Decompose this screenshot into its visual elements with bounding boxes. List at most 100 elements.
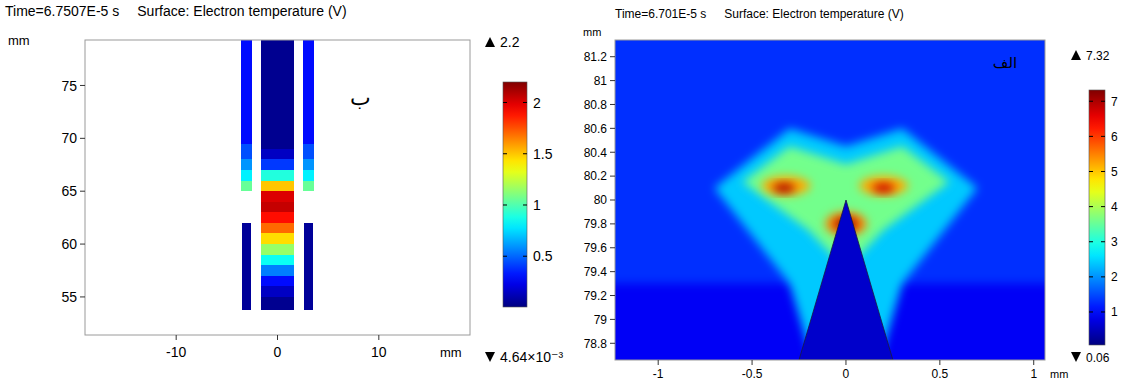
field-cell: [241, 144, 252, 160]
field-cell: [303, 144, 314, 160]
x-tick: [378, 335, 379, 340]
y-tick: [610, 271, 615, 272]
colorbar-tick: [1089, 171, 1093, 172]
colorbar-tick: [1101, 241, 1105, 242]
colorbar-tick: [1089, 276, 1093, 277]
max-marker: [485, 37, 495, 47]
y-tick-label: 80: [594, 193, 608, 207]
y-axis-unit: mm: [583, 26, 601, 38]
y-tick: [80, 138, 85, 139]
colorbar-tick-label: 1: [533, 197, 541, 213]
colorbar-tick-label: 5: [1111, 165, 1118, 179]
field-cell: [261, 181, 293, 192]
electrode: [799, 200, 893, 360]
x-tick-label: 1: [1030, 367, 1037, 381]
plot-frame: [615, 40, 1045, 360]
panel-letter: الف: [993, 54, 1017, 72]
x-axis-unit: mm: [1050, 368, 1068, 380]
y-tick-label: 81.2: [584, 50, 608, 64]
colorbar-tick: [1089, 206, 1093, 207]
min-label: 4.64×10⁻³: [500, 349, 563, 365]
field-cell: [261, 255, 293, 266]
plot-bg: [85, 40, 470, 335]
colorbar-tick-label: 2: [1111, 270, 1118, 284]
hot-spot: [859, 176, 908, 195]
field-cell: [261, 170, 293, 181]
title: Time=6.7507E-5 sSurface: Electron temper…: [5, 3, 347, 19]
x-tick: [752, 360, 753, 365]
field-cell: [261, 233, 293, 244]
min-label: 0.06: [1086, 351, 1110, 365]
colorbar-tick: [1101, 171, 1105, 172]
y-tick: [610, 152, 615, 153]
max-label: 7.32: [1086, 49, 1110, 63]
y-tick-label: 79.8: [584, 217, 608, 231]
y-tick: [610, 223, 615, 224]
min-marker: [485, 352, 495, 362]
field-cell: [261, 286, 293, 297]
x-tick-label: -1: [653, 367, 664, 381]
colorbar-tick: [503, 102, 507, 103]
field-cell: [261, 159, 293, 170]
y-tick-label: 80.4: [584, 146, 608, 160]
colorbar-tick-label: 2: [533, 95, 541, 111]
field-cell: [261, 223, 293, 234]
field-cell: [261, 265, 293, 276]
x-tick: [176, 335, 177, 340]
y-tick: [80, 85, 85, 86]
y-tick-label: 65: [61, 183, 77, 199]
colorbar: [503, 82, 527, 307]
y-tick: [80, 244, 85, 245]
colorbar-tick: [503, 256, 507, 257]
field-cell: [304, 223, 313, 310]
colorbar-tick-label: 4: [1111, 200, 1118, 214]
colorbar-tick: [1101, 101, 1105, 102]
field-cell: [303, 181, 314, 192]
y-tick: [610, 295, 615, 296]
time: Time=6.7507E-5 s: [5, 3, 119, 19]
x-tick-label: 0: [843, 367, 850, 381]
title-text: Surface: Electron temperature (V): [724, 7, 903, 21]
field-cell: [241, 181, 252, 192]
y-tick-label: 70: [61, 130, 77, 146]
colorbar-tick-label: 1: [1111, 305, 1118, 319]
y-tick: [80, 191, 85, 192]
field-cell: [261, 276, 293, 287]
panel-letter: ب: [350, 85, 371, 110]
x-tick-label: 0: [274, 344, 282, 360]
y-tick: [610, 247, 615, 248]
title: Time=6.701E-5 s Surface: Electron tempera…: [615, 7, 904, 21]
colorbar-tick-label: 1.5: [533, 146, 553, 162]
colorbar-tick: [1089, 311, 1093, 312]
colorbar-tick-label: 0.5: [533, 248, 553, 264]
max-marker: [1071, 50, 1081, 60]
colorbar-tick-label: 7: [1111, 95, 1118, 109]
plot-area: [85, 40, 470, 335]
x-tick: [277, 335, 278, 340]
y-tick: [610, 319, 615, 320]
colorbar-tick: [1089, 101, 1093, 102]
y-tick-label: 80.6: [584, 122, 608, 136]
y-tick: [610, 128, 615, 129]
x-tick-label: -10: [166, 344, 186, 360]
x-tick-label: 10: [371, 344, 387, 360]
y-tick-label: 79.4: [584, 265, 608, 279]
colorbar-tick: [1101, 276, 1105, 277]
x-tick: [939, 360, 940, 365]
x-axis-unit: mm: [440, 345, 462, 360]
plot-frame: [85, 40, 470, 335]
time: Time=6.701E-5 s: [615, 7, 706, 21]
colorbar-tick: [523, 153, 527, 154]
hot-spot: [872, 183, 895, 193]
y-tick: [610, 80, 615, 81]
colorbar-tick: [1089, 136, 1093, 137]
y-tick-label: 78.8: [584, 337, 608, 351]
x-tick: [1033, 360, 1034, 365]
colorbar: [1089, 90, 1105, 345]
y-tick-label: 60: [61, 236, 77, 252]
colorbar-tick: [1101, 311, 1105, 312]
y-tick-label: 79: [594, 313, 608, 327]
field-cell: [303, 170, 314, 181]
y-tick: [610, 56, 615, 57]
plot-area: [615, 40, 1045, 360]
